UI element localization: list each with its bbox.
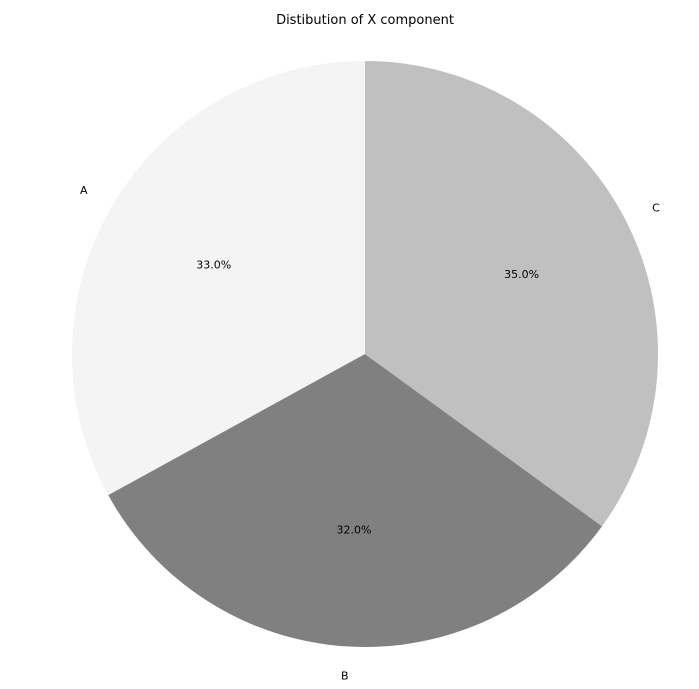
pie-slice-c	[365, 61, 658, 527]
percent-label-a: 33.0%	[196, 259, 231, 272]
pie-slices	[72, 61, 658, 647]
chart-title: Distibution of X component	[276, 13, 454, 28]
slice-label-c: C	[652, 202, 660, 215]
percent-label-b: 32.0%	[336, 523, 371, 536]
pie-slice-a	[72, 61, 365, 496]
pie-slice-b	[108, 354, 603, 647]
percent-label-c: 35.0%	[504, 268, 539, 281]
slice-label-b: B	[341, 670, 349, 683]
pie-labels: A 33.0% B 32.0% C 35.0%	[80, 184, 660, 683]
slice-label-a: A	[80, 184, 88, 197]
